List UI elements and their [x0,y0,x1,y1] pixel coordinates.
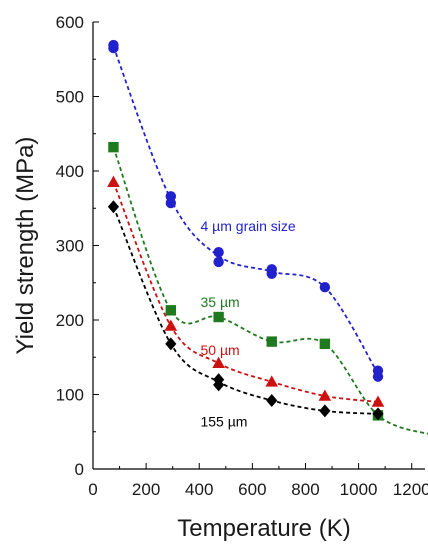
series-line [112,46,379,375]
series-annotation: 155 µm [200,413,247,429]
data-point [165,337,177,351]
x-tick-label: 800 [291,480,319,499]
data-point [164,319,178,331]
y-axis-title: Yield strength (MPa) [12,137,39,355]
x-tick-label: 1000 [340,480,378,499]
series-markers [107,39,385,421]
x-tick-label: 400 [185,480,213,499]
y-tick-label: 300 [56,237,84,256]
data-point [319,282,331,293]
series-line [112,146,428,435]
data-point [318,389,332,401]
data-point [107,200,120,214]
series-annotation: 50 µm [200,342,239,358]
series-line [112,206,379,415]
data-point [213,256,224,268]
x-tick-label: 1200 [393,480,428,499]
axes: 0 200 400 600 800 1000 1200 0 100 200 300 400 500 600… [12,13,428,542]
data-point [319,338,331,350]
x-axis-title: Temperature (K) [177,515,350,542]
x-tick-label: 0 [88,480,97,499]
data-point [212,356,225,369]
data-point [165,305,177,316]
series-curves [112,46,428,435]
y-tick-label: 600 [56,13,84,32]
series-line [112,181,379,403]
series-annotation: 35 µm [200,294,239,310]
data-point [319,404,331,418]
y-tick-label: 100 [56,386,84,405]
data-point [108,42,119,54]
data-point [213,247,224,258]
data-point [265,375,279,387]
data-point [372,371,384,382]
data-point [371,395,385,407]
data-point [266,393,278,407]
data-point [266,268,277,280]
y-tick-label: 400 [56,162,84,181]
data-point [213,378,225,392]
y-tick-label: 200 [56,311,84,330]
x-tick-label: 600 [238,480,266,499]
data-point [213,311,224,323]
data-point [165,197,177,209]
series-annotation: 4 µm grain size [200,218,295,234]
x-tick-label: 200 [132,480,160,499]
y-tick-label: 500 [56,88,84,107]
series-annotations: 4 µm grain size 35 µm 50 µm 155 µm [200,218,295,429]
data-point [372,407,384,421]
data-point [266,336,277,347]
data-point [107,175,120,187]
data-point [108,141,119,153]
y-tick-label: 0 [75,460,84,479]
